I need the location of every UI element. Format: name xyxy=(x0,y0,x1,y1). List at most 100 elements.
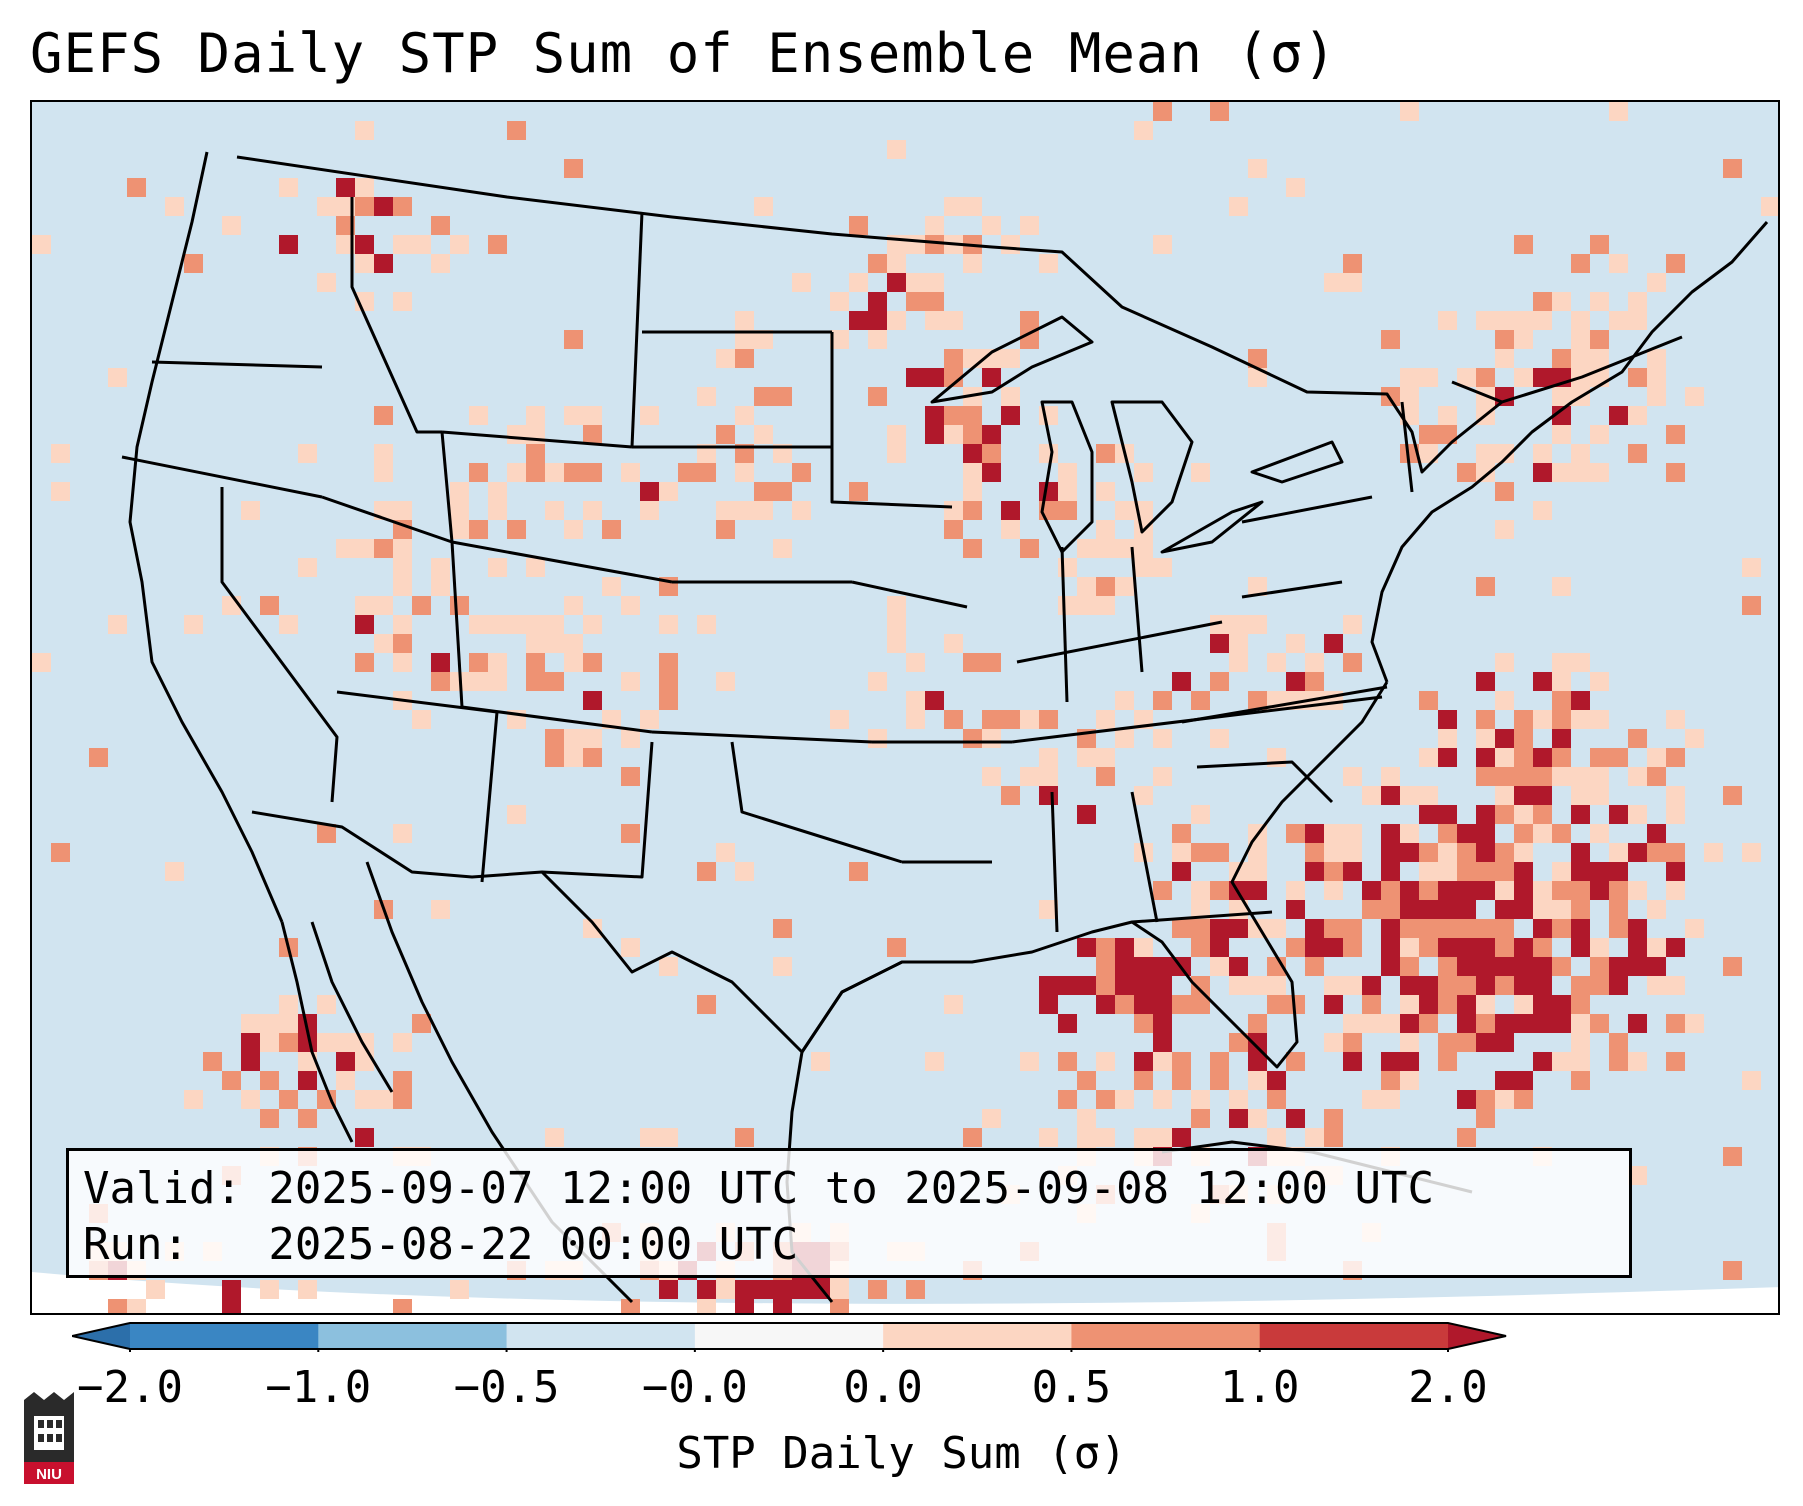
state-ks-ok xyxy=(651,730,873,744)
stp-cell xyxy=(545,748,564,767)
stp-cell xyxy=(1571,843,1590,862)
stp-cell xyxy=(1020,311,1039,330)
stp-cell xyxy=(1552,653,1571,672)
stp-cell xyxy=(583,463,602,482)
stp-cell xyxy=(1400,102,1419,121)
stp-cell xyxy=(1191,881,1210,900)
colorbar-tick-label: −0.5 xyxy=(453,1362,560,1413)
stp-cell xyxy=(754,197,773,216)
stp-cell xyxy=(1476,957,1495,976)
stp-cell xyxy=(1191,1109,1210,1128)
stp-cell xyxy=(1381,919,1400,938)
stp-cell xyxy=(1571,938,1590,957)
stp-cell xyxy=(1191,843,1210,862)
stp-cell xyxy=(1571,1071,1590,1090)
stp-cell xyxy=(963,197,982,216)
stp-cell xyxy=(1248,615,1267,634)
map-panel xyxy=(30,100,1780,1315)
stp-cell xyxy=(203,1052,222,1071)
stp-cell xyxy=(754,501,773,520)
stp-cell xyxy=(1381,786,1400,805)
stp-cell xyxy=(1286,881,1305,900)
stp-cell xyxy=(982,444,1001,463)
stp-cell xyxy=(1381,938,1400,957)
stp-cell xyxy=(1210,919,1229,938)
stp-cell xyxy=(1305,824,1324,843)
stp-cell xyxy=(1153,1052,1172,1071)
stp-cell xyxy=(1476,1014,1495,1033)
stp-cell xyxy=(735,1280,754,1299)
stp-cell xyxy=(1096,539,1115,558)
stp-cell xyxy=(1438,406,1457,425)
stp-cell xyxy=(1077,976,1096,995)
stp-cell xyxy=(1134,121,1153,140)
stp-cell xyxy=(735,463,754,482)
stp-cell xyxy=(1305,919,1324,938)
stp-cell xyxy=(830,710,849,729)
stp-cell xyxy=(298,1109,317,1128)
stp-cell xyxy=(1761,197,1778,216)
stp-cell xyxy=(336,539,355,558)
stp-cell xyxy=(1324,634,1343,653)
stp-cell xyxy=(393,1033,412,1052)
stp-cell xyxy=(1419,900,1438,919)
stp-cell xyxy=(1153,976,1172,995)
colorbar-segments xyxy=(130,1323,1449,1349)
stp-cell xyxy=(1039,748,1058,767)
stp-cell xyxy=(944,995,963,1014)
stp-cell xyxy=(792,463,811,482)
stp-cell xyxy=(1628,729,1647,748)
stp-cell xyxy=(1172,824,1191,843)
stp-cell xyxy=(1419,368,1438,387)
stp-cell xyxy=(1533,919,1552,938)
stp-cell xyxy=(1571,1052,1590,1071)
stp-cell xyxy=(1324,919,1343,938)
stp-cell xyxy=(545,501,564,520)
stp-cell xyxy=(1495,387,1514,406)
stp-cell xyxy=(1457,995,1476,1014)
colorbar-segment xyxy=(130,1323,319,1349)
stp-cell xyxy=(507,425,526,444)
stp-cell xyxy=(583,615,602,634)
stp-cell xyxy=(925,406,944,425)
stp-cell xyxy=(51,482,70,501)
stp-cell xyxy=(1571,786,1590,805)
stp-cell xyxy=(1533,938,1552,957)
stp-cell xyxy=(1609,102,1628,121)
stp-cell xyxy=(925,292,944,311)
stp-cell xyxy=(1001,520,1020,539)
stp-cell xyxy=(1438,843,1457,862)
stp-cell xyxy=(659,691,678,710)
stp-cell xyxy=(925,235,944,254)
stp-cell xyxy=(659,482,678,501)
stp-cell xyxy=(602,520,621,539)
stp-cell xyxy=(963,653,982,672)
stp-cell xyxy=(545,634,564,653)
stp-cell xyxy=(1419,1014,1438,1033)
stp-cell xyxy=(716,425,735,444)
stp-cell xyxy=(1419,425,1438,444)
stp-cell xyxy=(963,425,982,444)
stp-cell xyxy=(184,615,203,634)
stp-cell xyxy=(1343,919,1362,938)
stp-cell xyxy=(279,178,298,197)
stp-cell xyxy=(1210,843,1229,862)
stp-cell xyxy=(792,501,811,520)
stp-cell xyxy=(1305,653,1324,672)
stp-cell xyxy=(1419,444,1438,463)
stp-cell xyxy=(393,1071,412,1090)
stp-cell xyxy=(1381,1071,1400,1090)
great-lakes-huron xyxy=(1110,400,1194,534)
stp-cell xyxy=(1514,938,1533,957)
stp-cell xyxy=(1324,1033,1343,1052)
stp-cell xyxy=(279,995,298,1014)
stp-cell xyxy=(1153,235,1172,254)
stp-cell xyxy=(1153,767,1172,786)
chart-title: GEFS Daily STP Sum of Ensemble Mean (σ) xyxy=(30,22,1337,85)
stp-cell xyxy=(146,1280,165,1299)
stp-cell xyxy=(1438,729,1457,748)
stp-cell xyxy=(1590,710,1609,729)
stp-cell xyxy=(1020,1052,1039,1071)
stp-cell xyxy=(355,596,374,615)
stp-cell xyxy=(1419,786,1438,805)
